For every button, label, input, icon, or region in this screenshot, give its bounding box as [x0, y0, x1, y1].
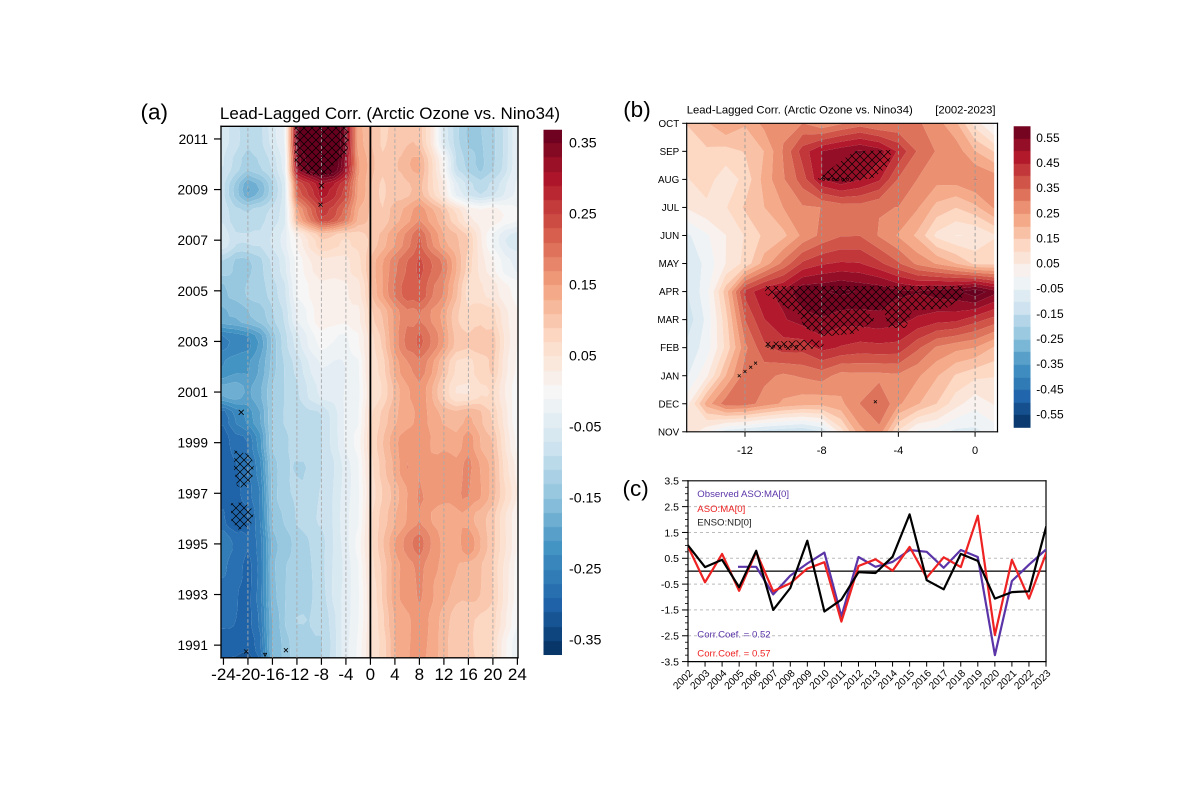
svg-text:-4: -4: [338, 665, 353, 684]
svg-text:3.5: 3.5: [664, 476, 679, 488]
svg-text:0.35: 0.35: [569, 136, 597, 152]
svg-text:0: 0: [366, 665, 375, 684]
svg-text:-8: -8: [817, 445, 827, 457]
svg-text:-24: -24: [211, 665, 236, 684]
svg-text:Corr.Coef. = 0.57: Corr.Coef. = 0.57: [697, 649, 770, 660]
svg-text:-1.5: -1.5: [661, 605, 679, 617]
svg-text:2007: 2007: [178, 233, 208, 248]
svg-text:0.25: 0.25: [569, 207, 597, 223]
svg-text:-0.35: -0.35: [1036, 357, 1064, 371]
svg-text:NOV: NOV: [658, 427, 680, 438]
svg-text:-0.05: -0.05: [1036, 282, 1064, 296]
svg-text:1997: 1997: [178, 486, 208, 501]
svg-text:Lead-Lagged Corr. (Arctic Ozon: Lead-Lagged Corr. (Arctic Ozone vs. Nino…: [687, 105, 913, 117]
svg-text:0.25: 0.25: [1036, 206, 1060, 220]
svg-text:-0.45: -0.45: [1036, 382, 1064, 396]
svg-text:-0.35: -0.35: [569, 633, 601, 649]
svg-text:-0.25: -0.25: [569, 562, 601, 578]
svg-text:0.55: 0.55: [1036, 131, 1060, 145]
svg-text:4: 4: [390, 665, 399, 684]
svg-text:DEC: DEC: [659, 399, 680, 410]
svg-text:2011: 2011: [179, 132, 208, 147]
svg-text:FEB: FEB: [660, 343, 680, 354]
svg-text:-4: -4: [893, 445, 903, 457]
svg-text:APR: APR: [659, 287, 679, 298]
svg-text:2003: 2003: [178, 334, 209, 349]
svg-text:Observed ASO:MA[0]: Observed ASO:MA[0]: [697, 489, 789, 500]
svg-text:Corr.Coef. = 0.52: Corr.Coef. = 0.52: [697, 630, 770, 641]
svg-text:Lead-Lagged Corr. (Arctic Ozon: Lead-Lagged Corr. (Arctic Ozone vs. Nino…: [220, 104, 560, 123]
svg-text:2.5: 2.5: [664, 501, 679, 513]
svg-text:JUL: JUL: [662, 203, 680, 214]
svg-text:8: 8: [415, 665, 424, 684]
svg-text:24: 24: [508, 665, 527, 684]
svg-text:-0.25: -0.25: [1036, 332, 1064, 346]
svg-text:0.15: 0.15: [1036, 231, 1060, 245]
svg-text:-0.05: -0.05: [569, 420, 601, 436]
svg-text:JAN: JAN: [661, 371, 680, 382]
svg-text:0.5: 0.5: [664, 553, 679, 565]
svg-text:JUN: JUN: [660, 231, 679, 242]
svg-text:1991: 1991: [178, 638, 208, 653]
svg-text:1995: 1995: [178, 537, 209, 552]
svg-text:0.35: 0.35: [1036, 181, 1060, 195]
svg-text:0.05: 0.05: [569, 349, 597, 365]
svg-text:0: 0: [972, 445, 978, 457]
svg-text:20: 20: [483, 665, 502, 684]
svg-text:MAR: MAR: [657, 315, 679, 326]
svg-text:0.45: 0.45: [1036, 156, 1060, 170]
svg-text:1999: 1999: [178, 436, 208, 451]
svg-text:ENSO:ND[0]: ENSO:ND[0]: [697, 518, 751, 529]
svg-text:2001: 2001: [178, 385, 208, 400]
svg-text:-0.15: -0.15: [569, 491, 601, 507]
svg-text:ASO:MA[0]: ASO:MA[0]: [697, 504, 745, 515]
svg-text:OCT: OCT: [659, 119, 680, 130]
svg-text:0.05: 0.05: [1036, 257, 1060, 271]
svg-text:SEP: SEP: [660, 147, 680, 158]
svg-text:-12: -12: [285, 665, 310, 684]
svg-text:-0.55: -0.55: [1036, 407, 1064, 421]
svg-text:(c): (c): [623, 476, 649, 501]
svg-text:1.5: 1.5: [664, 527, 679, 539]
svg-text:-12: -12: [737, 445, 753, 457]
svg-text:-3.5: -3.5: [661, 656, 679, 668]
svg-text:-2.5: -2.5: [661, 631, 679, 643]
svg-text:AUG: AUG: [658, 175, 679, 186]
svg-text:1993: 1993: [178, 587, 209, 602]
svg-text:-0.15: -0.15: [1036, 307, 1064, 321]
svg-text:[2002-2023]: [2002-2023]: [935, 105, 995, 117]
svg-text:-0.5: -0.5: [661, 579, 679, 591]
svg-text:12: 12: [434, 665, 453, 684]
svg-text:-16: -16: [260, 665, 285, 684]
svg-text:16: 16: [459, 665, 478, 684]
svg-text:0.15: 0.15: [569, 278, 597, 294]
svg-text:2005: 2005: [178, 284, 209, 299]
svg-text:2009: 2009: [178, 183, 208, 198]
svg-text:-8: -8: [314, 665, 329, 684]
svg-text:-20: -20: [236, 665, 261, 684]
svg-text:(b): (b): [623, 97, 651, 122]
svg-text:MAY: MAY: [659, 259, 680, 270]
svg-text:(a): (a): [141, 100, 169, 125]
